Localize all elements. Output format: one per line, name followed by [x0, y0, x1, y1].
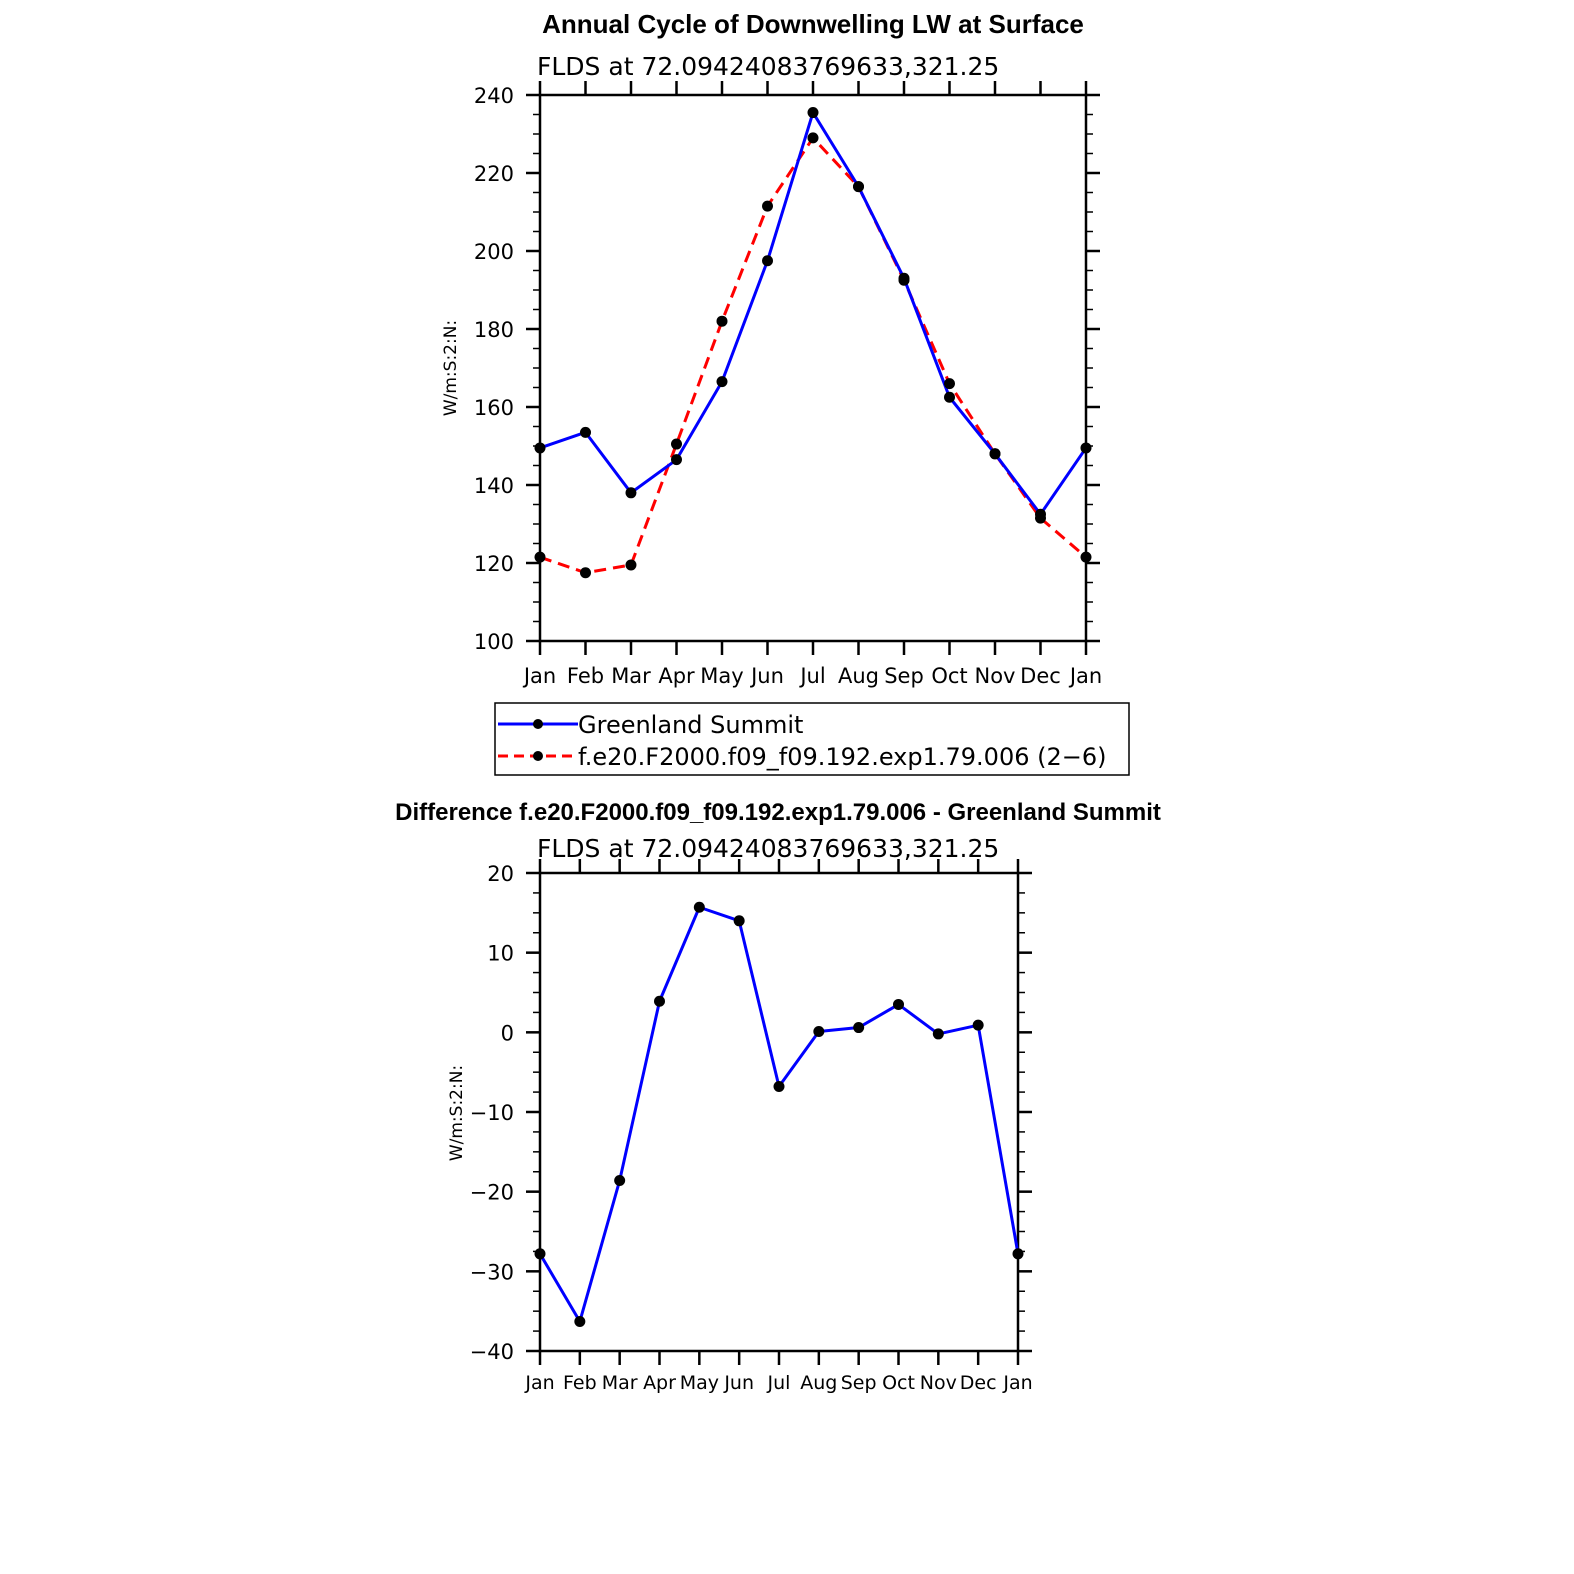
chart2-xtick-label: Jan	[1002, 1372, 1032, 1394]
chart1-series-1-point	[1080, 551, 1092, 563]
chart1-xtick-label: Sep	[884, 664, 924, 688]
chart2-xtick-label: Jul	[767, 1372, 791, 1394]
chart1-xtick-label: Jan	[1068, 664, 1102, 688]
chart1-series-1-point	[807, 132, 819, 144]
chart1-series-0-point	[625, 487, 637, 499]
chart2-xtick-label: Nov	[920, 1372, 957, 1394]
chart1-title: Annual Cycle of Downwelling LW at Surfac…	[542, 9, 1084, 39]
chart1-series-0-point	[944, 391, 955, 403]
chart2-plot-area: −40 −30 −20 −10 0 10 20 Jan Feb Mar Apr May Jun Jul Au…	[470, 859, 1033, 1394]
chart1-series-1-point	[716, 315, 728, 327]
chart2-ytick-label: −30	[470, 1260, 514, 1284]
chart2-xtick-label: Feb	[563, 1372, 597, 1394]
chart1-ytick-label: 180	[474, 318, 514, 342]
chart1-ytick-label: 140	[474, 474, 514, 498]
chart2-series-0-point	[893, 998, 904, 1010]
chart1-ytick-label: 200	[474, 240, 514, 264]
chart1-series-1-point	[898, 274, 910, 286]
chart2-ytick-label: 10	[487, 942, 514, 966]
legend-label-obs: Greenland Summit	[578, 711, 803, 739]
chart2-ytick-label: −20	[470, 1181, 514, 1205]
chart2-frame	[538, 871, 1020, 1353]
legend-label-model: f.e20.F2000.f09_f09.192.exp1.79.006 (2−6…	[578, 743, 1106, 771]
chart1-series-0-point	[716, 376, 728, 388]
chart2-title: Difference f.e20.F2000.f09_f09.192.exp1.…	[395, 799, 1161, 826]
chart2-series-line-0	[538, 905, 1020, 1324]
chart2-series-0-point	[733, 915, 745, 927]
chart1-xtick-label: Feb	[567, 664, 604, 688]
chart2-xtick-label: Aug	[800, 1372, 837, 1394]
chart2-xtick-label: Apr	[643, 1372, 676, 1394]
chart1-ytick-label: 240	[474, 84, 514, 108]
chart1-xtick-label: Nov	[975, 664, 1016, 688]
chart1-xtick-label: Mar	[611, 664, 651, 688]
chart2-xtick-label: Dec	[960, 1372, 997, 1394]
chart2-series-0-point	[614, 1175, 626, 1187]
chart1-xtick-label: Apr	[658, 664, 695, 688]
chart1-series-1-point	[625, 559, 637, 571]
chart1-series-1-point	[1035, 512, 1046, 524]
chart1-frame	[538, 93, 1088, 643]
chart1-y-axis-label: W/m:S:2:N:	[441, 320, 461, 416]
chart2-ytick-label: 20	[487, 862, 514, 886]
chart1-series-1-point	[853, 181, 864, 193]
legend-box	[494, 702, 1130, 776]
chart1-xtick-label: Aug	[838, 664, 879, 688]
chart1-series-0-point	[762, 255, 773, 267]
chart1-xtick-label: May	[700, 664, 743, 688]
chart2-series-0-point	[773, 1081, 785, 1093]
chart2-series-0-point	[853, 1022, 865, 1034]
chart2-xtick-label: May	[680, 1372, 719, 1394]
chart1-ytick-label: 120	[474, 552, 514, 576]
chart2-xtick-label: Jun	[723, 1372, 754, 1394]
chart2-series-0-point	[574, 1316, 586, 1328]
chart1-series-0-point	[1080, 442, 1092, 454]
chart2-ytick-label: 0	[501, 1021, 514, 1045]
chart2-series-0-point	[1012, 1248, 1024, 1260]
chart1-subtitle: FLDS at 72.09424083769633,321.25	[537, 52, 999, 81]
chart1-xtick-label: Dec	[1020, 664, 1061, 688]
chart1-series-0-point	[671, 454, 682, 466]
chart1-series-1-point	[762, 200, 773, 212]
chart1-series-0-point	[807, 107, 819, 119]
chart2-xtick-label: Oct	[882, 1372, 915, 1394]
chart2-series-0-point	[813, 1026, 825, 1038]
chart1-series-1-point	[989, 448, 1001, 460]
chart1-series-1-point	[580, 567, 591, 579]
chart1-series-line-1	[539, 136, 1087, 575]
chart1-series-0-point	[580, 426, 591, 438]
legend-marker-obs	[533, 719, 543, 729]
chart1-series-1-point	[944, 378, 955, 390]
chart1-series-line-0	[539, 111, 1088, 516]
chart1-xtick-label: Oct	[931, 664, 967, 688]
chart1-xtick-label: Jan	[522, 664, 556, 688]
legend-marker-model	[533, 751, 543, 761]
chart2-xtick-label: Sep	[841, 1372, 877, 1394]
chart1-xtick-label: Jul	[798, 664, 825, 688]
chart1-series-1-point	[671, 438, 682, 450]
chart1-ytick-label: 220	[474, 162, 514, 186]
chart2-series-0-point	[932, 1028, 944, 1040]
chart1-series-0-point	[534, 442, 546, 454]
chart2-ytick-label: −40	[470, 1340, 514, 1364]
chart2-subtitle: FLDS at 72.09424083769633,321.25	[537, 834, 999, 863]
chart1-series-1-point	[534, 551, 546, 563]
chart1-ytick-label: 160	[474, 396, 514, 420]
chart1-legend: Greenland Summit f.e20.F2000.f09_f09.192…	[494, 702, 1130, 776]
chart1-ytick-label: 100	[474, 630, 514, 654]
chart1-xtick-label: Jun	[749, 664, 784, 688]
chart2-ytick-label: −10	[470, 1101, 514, 1125]
chart2-xtick-label: Mar	[602, 1372, 638, 1394]
chart2-series-0-point	[654, 995, 665, 1007]
chart2-xtick-label: Jan	[524, 1372, 554, 1394]
chart2-series-0-point	[534, 1248, 546, 1260]
chart2-y-axis-label: W/m:S:2:N:	[447, 1065, 467, 1161]
chart2-series-0-point	[693, 901, 705, 913]
chart2-series-0-point	[972, 1019, 984, 1031]
